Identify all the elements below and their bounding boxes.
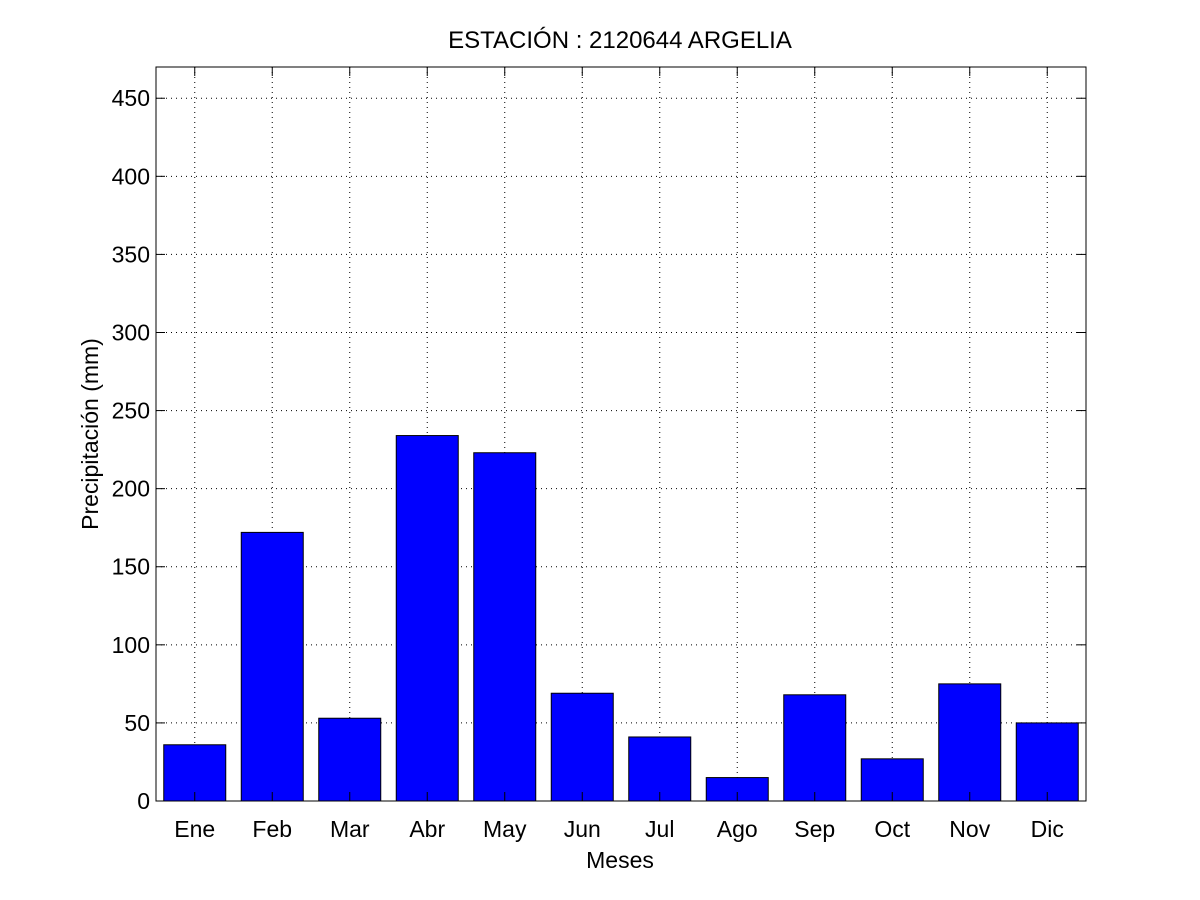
y-tick-label: 150 xyxy=(112,554,150,580)
x-tick-label: May xyxy=(483,816,527,842)
x-tick-label: Abr xyxy=(409,816,445,842)
x-tick-label: Nov xyxy=(949,816,990,842)
bar-may xyxy=(473,452,537,802)
x-tick-label: Ene xyxy=(174,816,215,842)
axis-ticks xyxy=(156,67,1086,802)
y-tick-label: 100 xyxy=(112,632,150,658)
bar-nov xyxy=(938,683,1002,802)
x-tick-label: Jun xyxy=(564,816,601,842)
x-tick-label: Oct xyxy=(874,816,910,842)
bar-ene xyxy=(163,744,227,802)
y-axis-label: Precipitación (mm) xyxy=(77,338,103,530)
bar-feb xyxy=(240,531,304,802)
y-tick-label: 0 xyxy=(137,788,150,814)
x-tick-label: Ago xyxy=(717,816,758,842)
x-axis-label: Meses xyxy=(586,847,654,873)
x-tick-label: Sep xyxy=(794,816,835,842)
y-tick-label: 200 xyxy=(112,476,150,502)
chart-title: ESTACIÓN : 2120644 ARGELIA xyxy=(448,27,792,54)
bar-abr xyxy=(395,435,459,802)
y-tick-label: 450 xyxy=(112,85,150,111)
x-tick-label: Feb xyxy=(252,816,292,842)
bar-jun xyxy=(550,692,614,802)
grid-lines xyxy=(156,67,1086,801)
bar-jul xyxy=(628,736,692,802)
x-tick-label: Jul xyxy=(645,816,674,842)
x-tick-labels: Ene Feb Mar Abr May Jun Jul Ago Sep Oct Nov Dic xyxy=(174,816,1064,842)
y-tick-labels: 0 50 100 150 200 250 300 350 400 450 xyxy=(112,85,150,814)
y-tick-label: 300 xyxy=(112,319,150,345)
bars xyxy=(163,435,1079,802)
bar-dic xyxy=(1015,722,1079,802)
bar-sep xyxy=(783,694,847,802)
x-tick-label: Dic xyxy=(1031,816,1064,842)
y-tick-label: 350 xyxy=(112,241,150,267)
x-tick-label: Mar xyxy=(330,816,370,842)
y-tick-label: 400 xyxy=(112,163,150,189)
y-tick-label: 250 xyxy=(112,398,150,424)
plot-area-frame xyxy=(155,66,1087,802)
bar-mar xyxy=(318,717,382,802)
y-tick-label: 50 xyxy=(124,710,150,736)
